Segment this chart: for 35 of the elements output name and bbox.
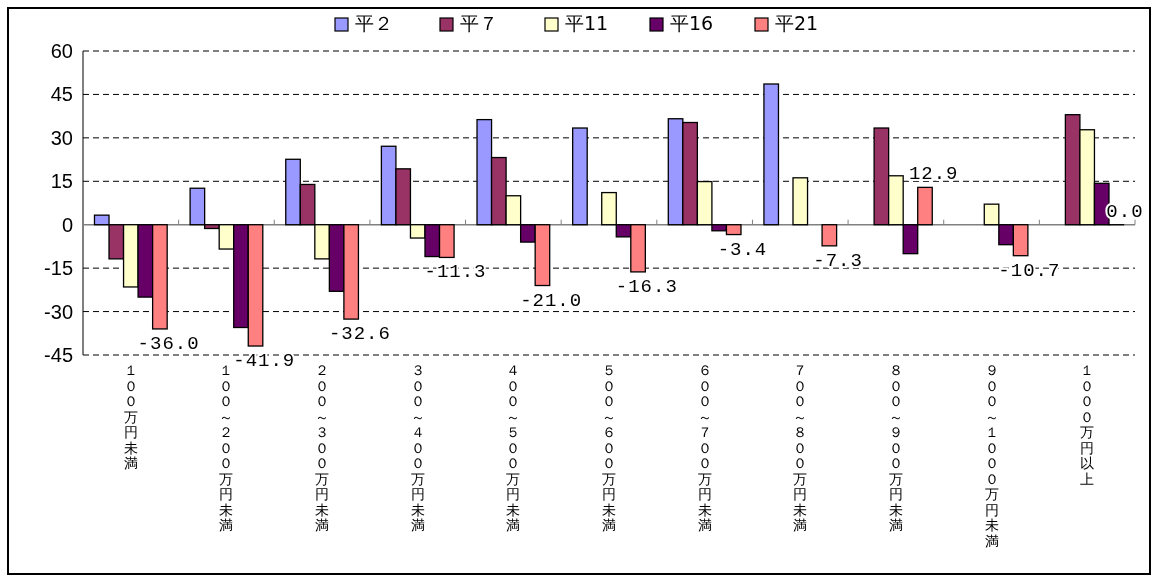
category-label: ８００～９００万円未満 — [888, 362, 903, 533]
category-label: １００～２００万円未満 — [219, 362, 234, 533]
x-tick-label: １００万円未満 — [123, 362, 138, 471]
legend-label: 平16 — [670, 12, 714, 34]
bar — [763, 83, 780, 226]
legend-label: 平11 — [565, 12, 609, 34]
data-label: -41.9 — [233, 350, 296, 373]
category-label: ２００～３００万円未満 — [315, 362, 330, 533]
y-tick-label: 0 — [61, 213, 73, 236]
y-tick-label: 30 — [50, 126, 73, 149]
x-tick-label: １０００万円以上 — [1080, 362, 1095, 487]
legend-label: 平２ — [355, 12, 393, 34]
data-label: -3.4 — [717, 238, 768, 261]
y-tick-label: 45 — [50, 83, 73, 106]
data-label: 12.9 — [908, 163, 959, 186]
y-tick-label: 15 — [50, 170, 73, 193]
data-label: -21.0 — [520, 289, 583, 312]
bar — [821, 224, 838, 247]
category-label: ４００～５００万円未満 — [506, 362, 521, 533]
category-label: ３００～４００万円未満 — [410, 362, 425, 533]
legend-label: 平７ — [460, 12, 498, 34]
data-label: -11.3 — [424, 261, 487, 284]
data-label: -32.6 — [328, 323, 391, 346]
category-label: ７００～８００万円未満 — [793, 362, 808, 533]
data-label: -7.3 — [813, 249, 863, 272]
y-tick-label: -45 — [44, 344, 73, 366]
category-label: ５００～６００万円未満 — [602, 362, 616, 533]
y-tick-label: 60 — [50, 40, 73, 62]
y-tick-label: -15 — [44, 257, 73, 280]
legend-label: 平21 — [775, 12, 819, 34]
data-label: -36.0 — [137, 332, 200, 355]
category-label: ６００～７００万円未満 — [697, 362, 712, 533]
category-label: ９００～１０００万円未満 — [984, 362, 999, 549]
data-label: -16.3 — [615, 275, 678, 298]
y-tick-label: -30 — [44, 300, 73, 323]
